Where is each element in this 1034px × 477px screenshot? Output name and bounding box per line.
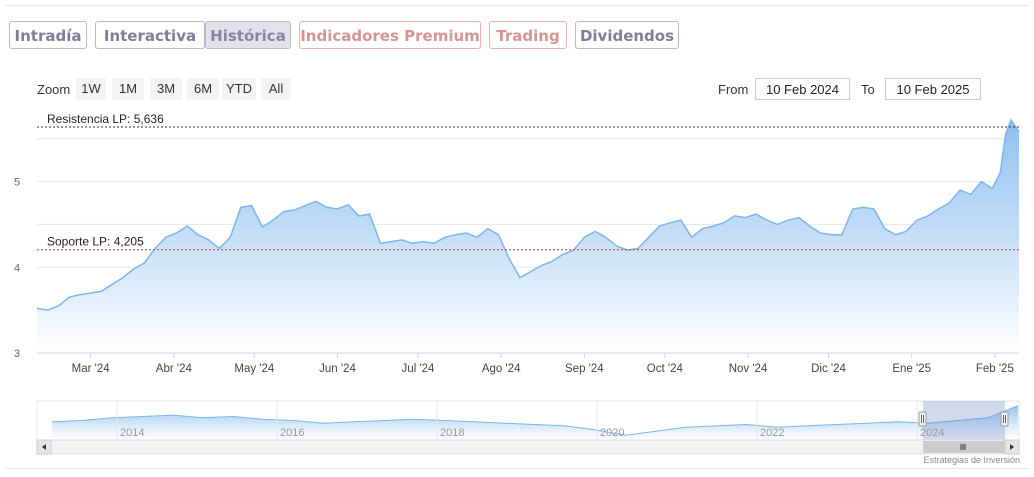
scrollbar-thumb[interactable] [923,441,1005,453]
zoom-label: Zoom [37,82,71,97]
tab-trading[interactable]: Trading [489,21,567,49]
navigator-year-label: 2018 [440,427,464,439]
y-axis-labels: 3 4 5 [14,177,20,360]
navigator-right-handle[interactable] [1000,411,1009,427]
x-tick-label: Abr '24 [156,363,193,375]
resistance-label: Resistencia LP: 5,636 [47,112,164,126]
navigator-left-handle[interactable] [918,411,927,427]
x-tick-label: Ago '24 [482,363,521,375]
x-tick-label: Dic '24 [811,363,846,375]
navigator-year-label: 2016 [280,427,304,439]
x-tick-label: May '24 [234,363,275,375]
zoom-1m-button[interactable]: 1M [112,78,144,100]
navigator-year-label: 2014 [120,427,144,439]
tab-historica[interactable]: Histórica [205,21,291,49]
x-tick-label: Sep '24 [565,363,604,375]
x-tick-label: Nov '24 [729,363,768,375]
zoom-3m-button[interactable]: 3M [150,78,182,100]
bottom-divider [5,468,1029,469]
navigator-year-label: 2022 [760,427,784,439]
zoom-1w-button[interactable]: 1W [76,78,106,100]
zoom-6m-button[interactable]: 6M [187,78,219,100]
support-resistance-lines: Resistencia LP: 5,636 Soporte LP: 4,205 [37,112,1019,251]
chevron-left-icon [42,444,46,450]
from-date-input[interactable]: 10 Feb 2024 [755,78,850,100]
to-label: To [861,82,875,97]
navigator-selected-range [923,401,1005,440]
chart-credit: Estrategias de Inversión [923,455,1020,465]
navigator[interactable]: 2014 2016 2018 2020 2022 2024 [36,400,1020,441]
zoom-ytd-button[interactable]: YTD [222,78,256,100]
price-area [37,119,1019,354]
scrollbar[interactable] [36,439,1020,455]
navigator-line [51,405,1019,436]
x-tick-label: Feb '25 [976,363,1014,375]
navigator-year-label: 2020 [600,427,624,439]
tab-intradia[interactable]: Intradía [9,21,87,49]
y-tick-label: 5 [14,177,20,189]
top-divider [5,5,1029,6]
x-tick-label: Jul '24 [402,363,435,375]
tab-interactiva[interactable]: Interactiva [95,21,205,49]
x-tick-label: Jun '24 [319,363,356,375]
support-label: Soporte LP: 4,205 [47,235,144,249]
x-tick-label: Ene '25 [892,363,931,375]
y-tick-label: 3 [14,348,20,360]
chevron-right-icon [1010,444,1014,450]
to-date-input[interactable]: 10 Feb 2025 [885,78,981,100]
price-line [36,118,1020,311]
x-tick-label: Mar '24 [72,363,111,375]
scrollbar-track [36,439,1020,455]
tab-dividendos[interactable]: Dividendos [575,21,679,49]
x-axis-labels: Mar '24 Abr '24 May '24 Jun '24 Jul '24 Ago '… [72,353,1014,375]
navigator-area [52,405,1018,440]
x-tick-label: Oct '24 [647,363,684,375]
zoom-all-button[interactable]: All [261,78,291,100]
y-tick-label: 4 [14,262,20,274]
navigator-year-label: 2024 [920,427,944,439]
tab-indicadores-premium[interactable]: Indicadores Premium [299,21,481,49]
from-label: From [718,82,749,97]
